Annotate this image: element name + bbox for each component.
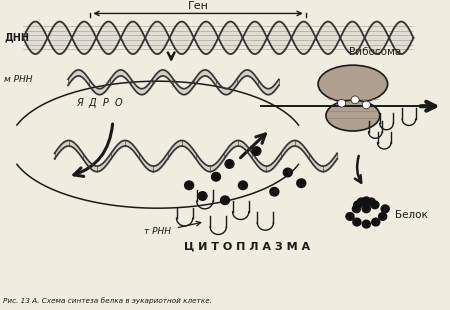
Circle shape: [381, 205, 389, 213]
Circle shape: [212, 172, 220, 181]
Circle shape: [338, 100, 346, 107]
Circle shape: [367, 198, 375, 206]
Circle shape: [252, 147, 261, 155]
Ellipse shape: [318, 65, 387, 103]
Circle shape: [371, 201, 379, 209]
Circle shape: [372, 218, 380, 226]
Circle shape: [362, 220, 370, 228]
Circle shape: [353, 218, 361, 226]
Circle shape: [354, 201, 362, 209]
Circle shape: [270, 188, 279, 196]
Circle shape: [352, 205, 360, 213]
Circle shape: [357, 198, 365, 206]
Circle shape: [225, 160, 234, 168]
Circle shape: [346, 213, 354, 220]
Text: Рибосома: Рибосома: [349, 47, 401, 57]
Text: Белок: Белок: [396, 210, 428, 220]
Text: т РНН: т РНН: [144, 227, 171, 236]
Circle shape: [362, 197, 370, 205]
Text: Я  Д  Р  О: Я Д Р О: [76, 98, 123, 108]
Ellipse shape: [326, 100, 380, 131]
Text: м РНН: м РНН: [4, 75, 33, 84]
Circle shape: [184, 181, 194, 190]
Text: ДНН: ДНН: [4, 33, 29, 43]
Circle shape: [238, 181, 248, 190]
Circle shape: [362, 205, 370, 213]
Circle shape: [362, 101, 370, 109]
Circle shape: [220, 196, 230, 205]
Text: Рис. 13 А. Схема синтеза белка в эукариотной клетке.: Рис. 13 А. Схема синтеза белка в эукарио…: [3, 297, 212, 304]
Circle shape: [351, 96, 359, 104]
Circle shape: [198, 192, 207, 200]
Circle shape: [284, 168, 292, 177]
Text: Ген: Ген: [188, 1, 208, 11]
Text: Ц И Т О П Л А З М А: Ц И Т О П Л А З М А: [184, 241, 310, 251]
Circle shape: [297, 179, 306, 188]
Circle shape: [378, 213, 387, 220]
